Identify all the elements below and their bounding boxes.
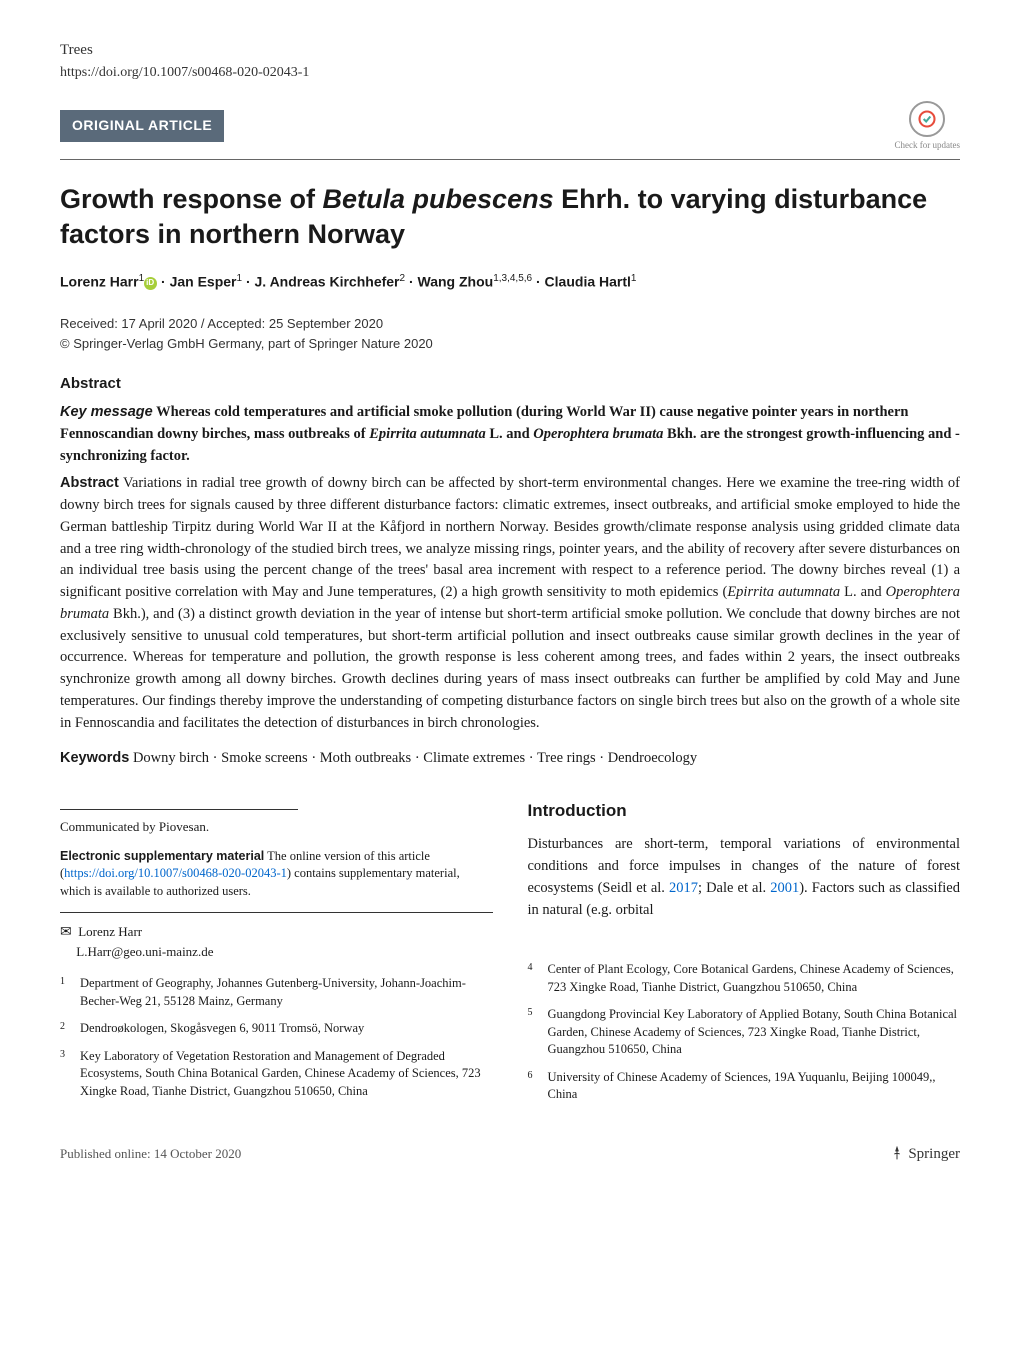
- authors-line: Lorenz Harr1 · Jan Esper1 · J. Andreas K…: [60, 272, 960, 292]
- affiliations-right: 4Center of Plant Ecology, Core Botanical…: [528, 961, 961, 1104]
- abstract-heading: Abstract: [60, 373, 960, 394]
- corresp-email[interactable]: L.Harr@geo.uni-mainz.de: [76, 944, 213, 959]
- communicated-by: Communicated by Piovesan.: [60, 818, 493, 836]
- introduction-paragraph: Disturbances are short-term, temporal va…: [528, 834, 961, 921]
- affil-4: 4Center of Plant Ecology, Core Botanical…: [528, 961, 961, 996]
- affil-5: 5Guangdong Provincial Key Laboratory of …: [528, 1006, 961, 1059]
- citation-ref[interactable]: 2001: [770, 880, 799, 896]
- keywords-label: Keywords: [60, 750, 129, 766]
- abstract-text: Abstract Variations in radial tree growt…: [60, 473, 960, 734]
- esm-link[interactable]: https://doi.org/10.1007/s00468-020-02043…: [64, 866, 287, 880]
- affil-6: 6University of Chinese Academy of Scienc…: [528, 1069, 961, 1104]
- orcid-icon[interactable]: [144, 277, 157, 290]
- divider: [60, 159, 960, 160]
- envelope-icon: ✉: [60, 925, 72, 940]
- affil-3: 3Key Laboratory of Vegetation Restoratio…: [60, 1048, 493, 1101]
- received-accepted-dates: Received: 17 April 2020 / Accepted: 25 S…: [60, 315, 960, 333]
- affil-1: 1Department of Geography, Johannes Guten…: [60, 975, 493, 1010]
- abstract-label: Abstract: [60, 475, 119, 491]
- article-title: Growth response of Betula pubescens Ehrh…: [60, 182, 960, 252]
- key-message-label: Key message: [60, 404, 153, 420]
- footnote-divider-2: [60, 912, 493, 913]
- corresponding-author: ✉ Lorenz Harr L.Harr@geo.uni-mainz.de: [60, 923, 493, 961]
- copyright-line: © Springer-Verlag GmbH Germany, part of …: [60, 335, 960, 353]
- left-column: Communicated by Piovesan. Electronic sup…: [60, 799, 493, 1114]
- check-updates-label: Check for updates: [895, 140, 960, 150]
- introduction-heading: Introduction: [528, 799, 961, 823]
- citation-ref[interactable]: 2017: [669, 880, 698, 896]
- header-row: ORIGINAL ARTICLE Check for updates: [60, 101, 960, 152]
- journal-name: Trees: [60, 40, 960, 61]
- two-column-section: Communicated by Piovesan. Electronic sup…: [60, 799, 960, 1114]
- esm-label: Electronic supplementary material: [60, 849, 264, 863]
- doi[interactable]: https://doi.org/10.1007/s00468-020-02043…: [60, 63, 960, 83]
- right-column: Introduction Disturbances are short-term…: [528, 799, 961, 1114]
- check-updates-widget[interactable]: Check for updates: [895, 101, 960, 152]
- affiliations-left: 1Department of Geography, Johannes Guten…: [60, 975, 493, 1100]
- keywords-line: Keywords Downy birch · Smoke screens · M…: [60, 748, 960, 768]
- corresp-name: Lorenz Harr: [78, 924, 142, 939]
- published-date: Published online: 14 October 2020: [60, 1145, 241, 1163]
- publisher-brand: Springer: [889, 1144, 960, 1165]
- supplementary-material: Electronic supplementary material The on…: [60, 848, 493, 901]
- article-type-badge: ORIGINAL ARTICLE: [60, 110, 224, 142]
- affil-2: 2Dendroøkologen, Skogåsvegen 6, 9011 Tro…: [60, 1020, 493, 1038]
- key-message: Key message Whereas cold temperatures an…: [60, 402, 960, 467]
- footnote-divider: [60, 809, 298, 810]
- springer-icon: [889, 1146, 905, 1162]
- check-updates-icon: [909, 101, 945, 137]
- footer: Published online: 14 October 2020 Spring…: [60, 1144, 960, 1165]
